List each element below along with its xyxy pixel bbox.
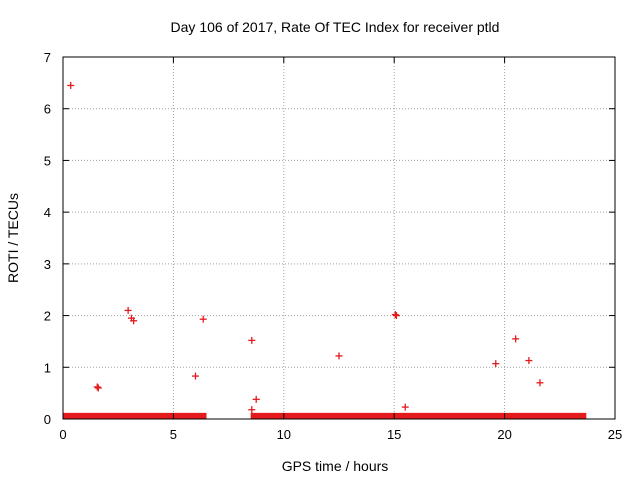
- data-point: [492, 360, 500, 368]
- x-tick-label: 10: [277, 427, 291, 442]
- y-tick-label: 7: [44, 50, 51, 65]
- dense-band: [63, 412, 207, 419]
- data-point: [199, 315, 207, 323]
- y-tick-label: 1: [44, 360, 51, 375]
- x-axis-label: GPS time / hours: [282, 458, 389, 474]
- chart-title: Day 106 of 2017, Rate Of TEC Index for r…: [171, 19, 500, 35]
- y-tick-label: 6: [44, 102, 51, 117]
- dense-band: [250, 412, 587, 419]
- data-point: [335, 352, 343, 360]
- data-point: [512, 335, 520, 343]
- x-tick-label: 5: [170, 427, 177, 442]
- axis-ticks: [62, 56, 616, 420]
- y-axis-label: ROTI / TECUs: [5, 193, 21, 283]
- data-point: [248, 406, 256, 414]
- data-point: [401, 403, 409, 411]
- x-tick-label: 20: [497, 427, 511, 442]
- y-tick-label: 0: [44, 412, 51, 427]
- data-point: [191, 372, 199, 380]
- y-tick-label: 4: [44, 205, 51, 220]
- grid-lines: [63, 57, 615, 419]
- y-tick-label: 2: [44, 309, 51, 324]
- data-point: [124, 306, 132, 314]
- data-point: [536, 379, 544, 387]
- data-point: [525, 357, 533, 365]
- y-tick-label: 5: [44, 153, 51, 168]
- plot-frame: [62, 56, 616, 420]
- x-tick-labels: 0 5 10 15 20 25: [59, 427, 622, 442]
- x-tick-label: 25: [608, 427, 622, 442]
- data-point: [93, 383, 101, 391]
- data-point: [391, 311, 399, 319]
- data-point: [392, 312, 400, 320]
- x-tick-label: 15: [387, 427, 401, 442]
- dense-data-bands: [63, 412, 587, 419]
- data-point: [130, 317, 138, 325]
- data-point: [67, 81, 75, 89]
- data-point: [252, 395, 260, 403]
- y-tick-label: 3: [44, 257, 51, 272]
- data-points: [67, 81, 544, 414]
- x-tick-label: 0: [59, 427, 66, 442]
- y-tick-labels: 0 1 2 3 4 5 6 7: [44, 50, 51, 427]
- data-point: [248, 336, 256, 344]
- data-point: [94, 384, 102, 392]
